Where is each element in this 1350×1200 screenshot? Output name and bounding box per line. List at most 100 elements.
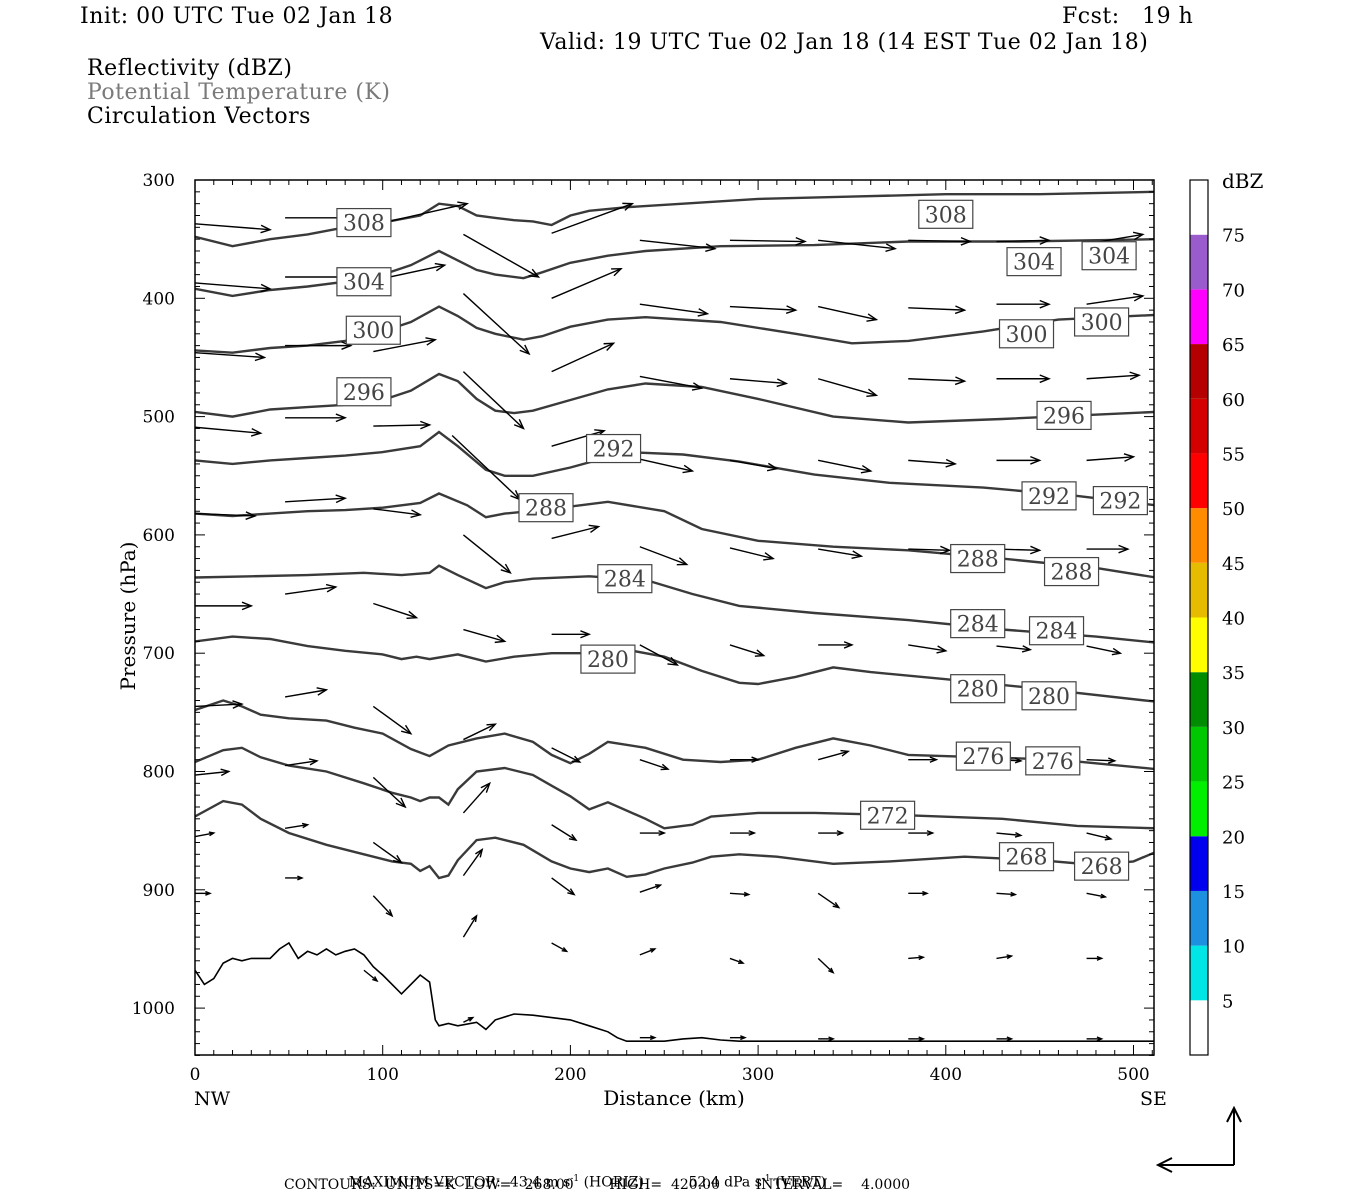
circulation-vector (195, 223, 272, 234)
title-vectors: Circulation Vectors (87, 104, 311, 129)
colorbar-swatch (1190, 945, 1208, 1001)
x-tick-label: 100 (366, 1065, 398, 1085)
circulation-vector (817, 892, 841, 909)
circulation-vector (996, 891, 1018, 897)
contours-info: CONTOURS: UNITS=K LOW= 268.00 HIGH= 420.… (284, 1177, 911, 1193)
contour-label-292: 292 (585, 433, 642, 464)
circulation-vector (195, 601, 254, 611)
circulation-vector (195, 282, 272, 293)
circulation-vector (372, 705, 413, 735)
circulation-vector (729, 459, 779, 472)
svg-text:288: 288 (1051, 561, 1093, 586)
svg-text:288: 288 (957, 548, 999, 573)
colorbar-level-label: 70 (1222, 280, 1245, 301)
theta-contour-288 (195, 492, 1154, 579)
contour-label-292: 292 (1021, 481, 1077, 511)
colorbar-swatch (1190, 234, 1208, 290)
contour-label-284: 284 (597, 564, 653, 594)
circulation-vector (729, 830, 757, 836)
circulation-vector (639, 830, 667, 836)
circulation-vector (195, 768, 231, 777)
plot-area: 308 308 304 304 304 300 300 300 296 296 292 292 292 2… (195, 190, 1154, 1042)
x-tick-label: 0 (190, 1065, 201, 1085)
reference-vector-icon (1155, 1105, 1242, 1173)
colorbar-swatch (1190, 180, 1208, 235)
circulation-vector (462, 371, 525, 430)
svg-text:268: 268 (1081, 855, 1123, 880)
colorbar-swatch (1190, 781, 1208, 837)
circulation-vector (639, 375, 704, 391)
y-tick-label: 500 (143, 408, 175, 428)
circulation-vector (551, 524, 601, 540)
circulation-vector (373, 508, 423, 518)
circulation-vector (195, 890, 212, 896)
circulation-vector (463, 233, 541, 278)
contour-label-280: 280 (950, 674, 1006, 704)
circulation-vector (996, 1036, 1014, 1042)
contour-label-304: 304 (1081, 241, 1137, 271)
colorbar-swatch (1190, 836, 1208, 891)
y-tick-label: 300 (143, 171, 175, 191)
colorbar-swatch (1190, 617, 1208, 673)
contour-label-296: 296 (1036, 400, 1092, 431)
circulation-vector (639, 884, 663, 893)
circulation-vector (729, 305, 798, 314)
circulation-vector (195, 700, 244, 709)
theta-contour-308 (195, 190, 1154, 248)
max-vector-horiz: 43.4 m s (509, 1174, 571, 1191)
svg-text:284: 284 (1036, 620, 1078, 645)
theta-contour-304 (195, 238, 1154, 298)
svg-text:280: 280 (957, 678, 999, 703)
svg-text:300: 300 (1081, 311, 1123, 336)
svg-text:280: 280 (587, 648, 629, 673)
circulation-vector (818, 239, 897, 252)
circulation-vector (451, 435, 522, 501)
max-vector-vert-tag: (VERT) (775, 1174, 826, 1191)
contour-label-296: 296 (336, 377, 392, 407)
circulation-vector (372, 841, 404, 864)
colorbar-swatch (1190, 562, 1208, 618)
circulation-vector (373, 420, 432, 430)
circulation-vector (818, 830, 845, 836)
colorbar-swatch (1190, 453, 1208, 509)
theta-contour-268 (195, 799, 1154, 880)
svg-text:296: 296 (1043, 404, 1085, 429)
contour-label-300: 300 (345, 315, 401, 345)
y-tick-label: 900 (143, 881, 175, 901)
contour-label-280: 280 (1021, 681, 1077, 711)
circulation-vector (818, 1036, 836, 1042)
x-tick-label: 200 (554, 1065, 586, 1085)
circulation-vector (551, 267, 623, 299)
colorbar-title: dBZ (1222, 169, 1264, 193)
contour-label-272: 272 (860, 800, 916, 830)
circulation-vector (908, 644, 948, 654)
circulation-vector (285, 875, 304, 881)
circulation-vector (372, 776, 407, 809)
x-tick-label: 400 (930, 1065, 962, 1085)
contour-label-288: 288 (950, 543, 1006, 574)
contour-label-292: 292 (1092, 485, 1148, 516)
circulation-vector (639, 303, 710, 317)
axes: 0 100 200 300 400 500 300 400 500 600 700 800 900 100… (132, 171, 1155, 1085)
contour-label-288: 288 (1043, 556, 1100, 587)
circulation-vector (818, 548, 864, 560)
circulation-vector (1086, 544, 1130, 554)
max-vector-vert-exp: -1 (761, 1174, 771, 1184)
contour-label-268: 268 (1073, 851, 1130, 881)
y-tick-label: 700 (143, 644, 175, 664)
colorbar-swatch (1190, 890, 1208, 946)
y-axis-label: Pressure (hPa) (116, 542, 140, 691)
circulation-vector (372, 895, 394, 918)
contour-label-304: 304 (1006, 247, 1062, 277)
y-tick-label: 1000 (132, 999, 175, 1019)
forecast-hour: Fcst: 19 h (1062, 4, 1194, 29)
circulation-vector (195, 831, 216, 838)
colorbar-level-label: 60 (1222, 390, 1245, 411)
circulation-vector (908, 1036, 926, 1042)
svg-text:292: 292 (593, 438, 635, 463)
contour-label-300: 300 (998, 319, 1055, 349)
contour-label-268: 268 (998, 842, 1055, 872)
x-tick-label: 300 (742, 1065, 774, 1085)
circulation-vector (996, 236, 1051, 245)
circulation-vector (1086, 892, 1108, 899)
